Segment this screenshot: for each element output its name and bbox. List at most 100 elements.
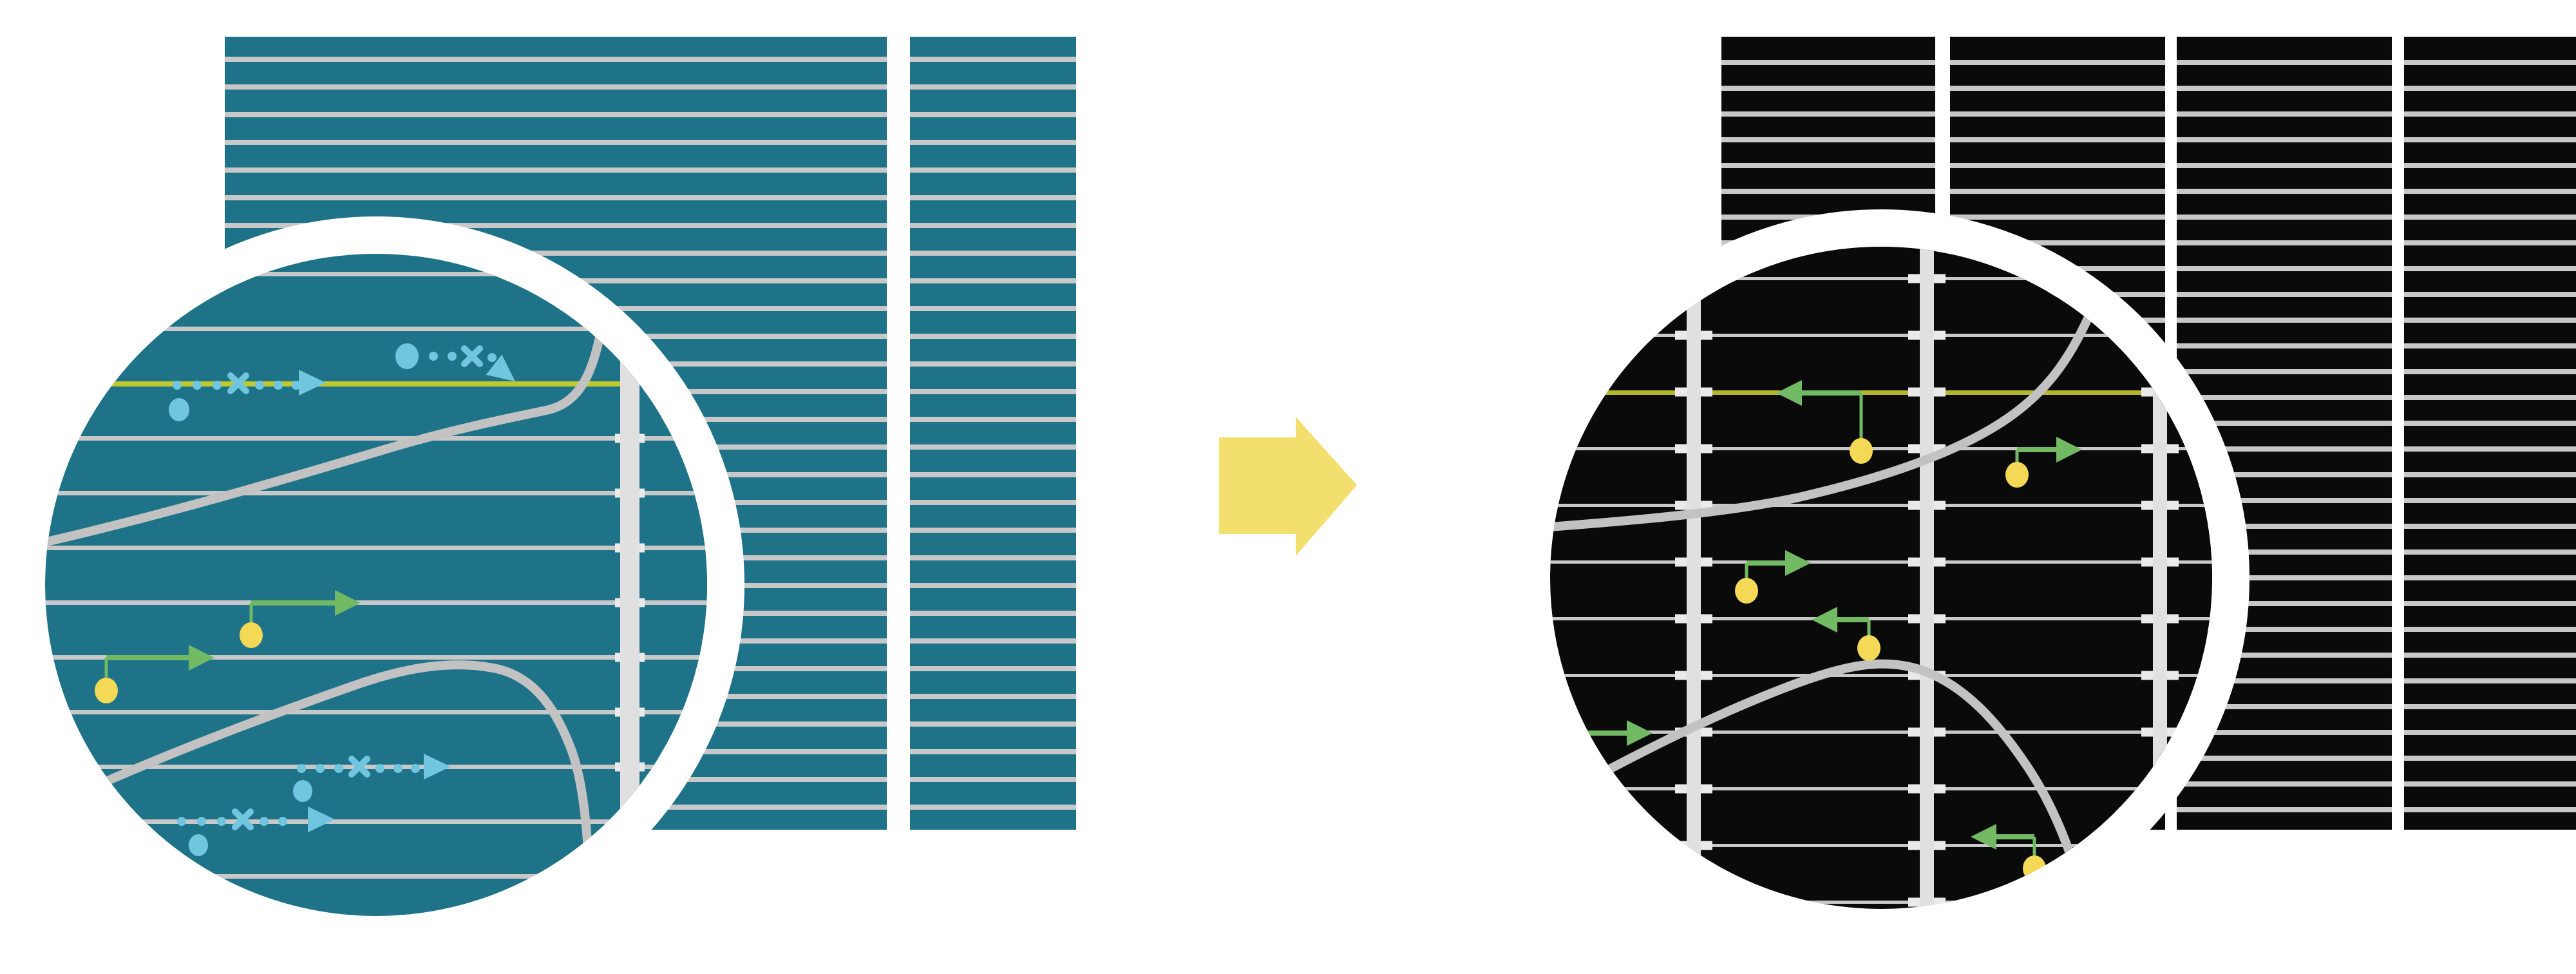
trail-dot bbox=[255, 381, 264, 390]
finger-line bbox=[1950, 215, 2165, 220]
magnified-finger-line bbox=[45, 546, 707, 550]
finger-line bbox=[2404, 549, 2576, 555]
finger-line bbox=[1950, 111, 2165, 117]
finger-line bbox=[2177, 266, 2392, 271]
finger-line bbox=[2177, 240, 2392, 245]
finger-line bbox=[2177, 137, 2392, 142]
finger-line bbox=[1721, 60, 1935, 65]
carrier-dot bbox=[1735, 578, 1758, 604]
electron-loss-trail bbox=[173, 370, 326, 396]
collection-arrowhead bbox=[1785, 550, 1811, 576]
collection-arrow bbox=[1812, 607, 1880, 661]
finger-line bbox=[2404, 369, 2576, 374]
finger-line bbox=[225, 223, 887, 228]
finger-line bbox=[2404, 730, 2576, 735]
collection-arrow bbox=[95, 645, 214, 703]
finger-line bbox=[910, 195, 1076, 200]
grain-boundary-curve bbox=[1550, 295, 2101, 531]
finger-line bbox=[2404, 678, 2576, 683]
electron-arrowhead bbox=[424, 754, 451, 779]
trail-dot bbox=[411, 764, 420, 773]
finger-line bbox=[2404, 137, 2576, 142]
finger-line bbox=[910, 361, 1076, 367]
collection-arrowhead bbox=[1812, 607, 1837, 633]
magnified-finger-line bbox=[45, 600, 707, 605]
finger-line bbox=[2177, 111, 2392, 117]
finger-line bbox=[2404, 343, 2576, 349]
finger-line bbox=[2177, 575, 2392, 580]
finger-line bbox=[1721, 86, 1935, 91]
collection-arrowhead bbox=[1971, 824, 1996, 850]
finger-line bbox=[2177, 549, 2392, 555]
finger-line bbox=[225, 140, 887, 145]
finger-line bbox=[1950, 60, 2165, 65]
magnified-finger-line bbox=[1550, 901, 2212, 904]
magnified-finger-line bbox=[45, 436, 707, 441]
magnified-finger-line bbox=[45, 710, 707, 714]
electron-arrowhead bbox=[486, 354, 515, 381]
trail-dot bbox=[173, 381, 182, 390]
finger-line bbox=[2177, 369, 2392, 374]
magnified-finger-line bbox=[1550, 504, 2212, 507]
current-path-line bbox=[45, 381, 639, 387]
finger-line bbox=[1721, 137, 1935, 142]
finger-line bbox=[2404, 111, 2576, 117]
finger-line bbox=[225, 167, 887, 173]
finger-line bbox=[2404, 240, 2576, 245]
magnified-finger-line bbox=[45, 655, 707, 660]
finger-line bbox=[2404, 524, 2576, 529]
finger-line bbox=[2177, 704, 2392, 709]
trail-dot bbox=[448, 352, 457, 361]
finger-line bbox=[225, 195, 887, 200]
collection-arrowhead bbox=[1627, 720, 1653, 746]
electron-loss-trail bbox=[177, 807, 335, 832]
solder-pad bbox=[2141, 897, 2179, 907]
finger-line bbox=[910, 528, 1076, 533]
solder-pad bbox=[2141, 841, 2179, 850]
magnified-finger-line bbox=[45, 874, 707, 879]
finger-line bbox=[910, 472, 1076, 477]
finger-line bbox=[2177, 730, 2392, 735]
finger-line bbox=[2404, 601, 2576, 606]
finger-line bbox=[910, 334, 1076, 339]
magnified-finger-line bbox=[1550, 674, 2212, 677]
trail-dot bbox=[197, 817, 206, 826]
trail-dot bbox=[316, 764, 325, 773]
finger-line bbox=[225, 84, 887, 90]
finger-line bbox=[2404, 189, 2576, 194]
trail-dot bbox=[393, 764, 402, 773]
trail-dot bbox=[278, 817, 287, 826]
carrier-dot bbox=[2005, 462, 2029, 488]
finger-line bbox=[1950, 137, 2165, 142]
trail-dot bbox=[429, 352, 438, 361]
grain-boundary-curve bbox=[97, 660, 595, 912]
magnified-finger-line bbox=[1550, 277, 2212, 280]
trail-dot bbox=[375, 764, 384, 773]
finger-line bbox=[2404, 627, 2576, 632]
trail-dot bbox=[177, 817, 186, 826]
finger-line bbox=[2177, 446, 2392, 452]
finger-line bbox=[2177, 421, 2392, 426]
finger-line bbox=[910, 417, 1076, 422]
finger-line bbox=[2404, 807, 2576, 812]
left-magnifier bbox=[8, 216, 744, 953]
collection-arrowhead bbox=[1776, 380, 1802, 406]
finger-line bbox=[2177, 86, 2392, 91]
finger-line bbox=[910, 389, 1076, 394]
finger-line bbox=[2177, 472, 2392, 477]
finger-line bbox=[2404, 756, 2576, 761]
finger-line bbox=[910, 444, 1076, 450]
carrier-dot bbox=[95, 678, 118, 703]
finger-line bbox=[2404, 781, 2576, 787]
trail-dot bbox=[193, 381, 202, 390]
finger-line bbox=[2404, 86, 2576, 91]
electron-dot bbox=[189, 834, 208, 856]
solder-pad bbox=[615, 872, 645, 881]
finger-line bbox=[2177, 627, 2392, 632]
magnified-finger-line bbox=[1550, 617, 2212, 620]
finger-line bbox=[1721, 163, 1935, 168]
finger-line bbox=[1950, 189, 2165, 194]
finger-line bbox=[2404, 446, 2576, 452]
electron-arrowhead bbox=[308, 807, 335, 832]
